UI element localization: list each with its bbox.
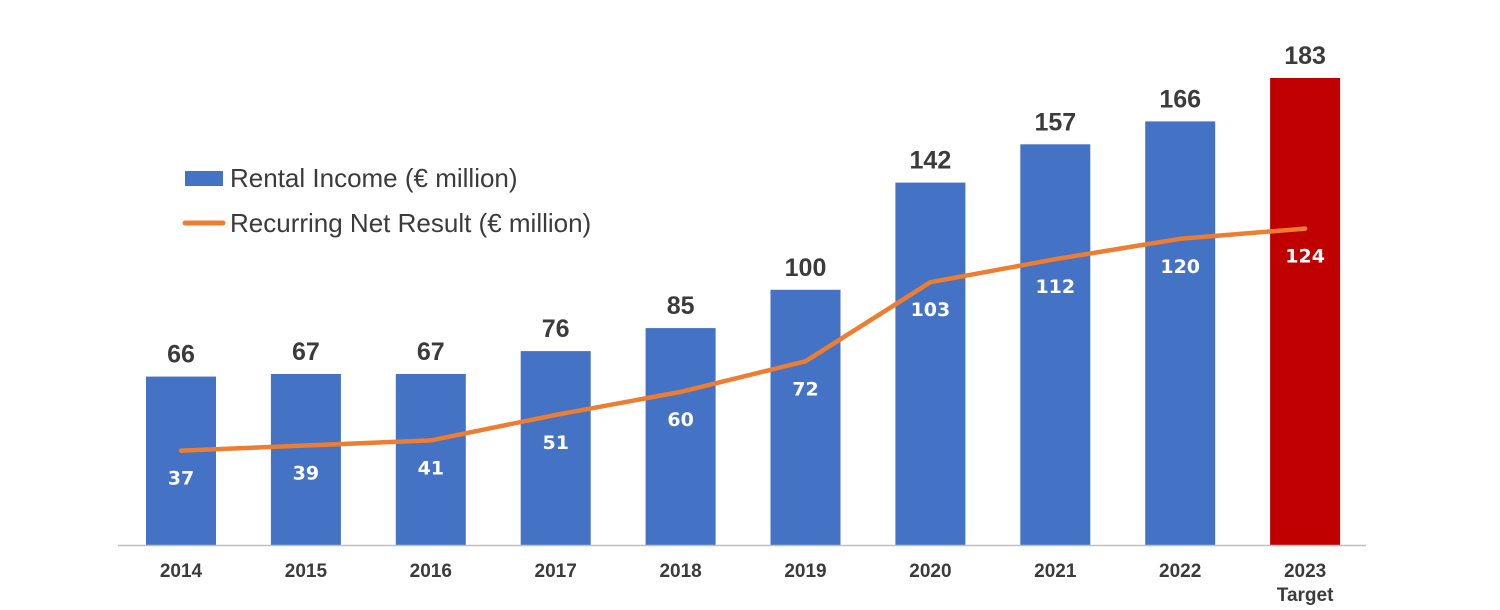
x-tick-label: Target bbox=[1277, 585, 1334, 606]
bar-value-label: 85 bbox=[667, 292, 695, 320]
bar-0 bbox=[146, 376, 216, 545]
axis-layer: 2014 2015 2016 2017 2018 2019 2020 2021 2022 2023… bbox=[118, 544, 1366, 606]
bar-6 bbox=[895, 182, 966, 545]
x-tick-label: 2014 bbox=[160, 561, 203, 582]
line-layer bbox=[178, 226, 1308, 453]
bar-8 bbox=[1145, 121, 1216, 546]
bar-3 bbox=[520, 351, 591, 545]
bar-value-label: 100 bbox=[785, 254, 827, 282]
line-value-label: 120 bbox=[1160, 256, 1200, 278]
line-point-7 bbox=[1053, 257, 1058, 262]
line-point-1 bbox=[303, 443, 309, 448]
line-series-recurring-net-result bbox=[178, 226, 1308, 453]
line-value-label: 103 bbox=[911, 299, 951, 321]
bars-layer bbox=[146, 78, 1341, 546]
legend-line-label: Recurring Net Result (€ million) bbox=[230, 208, 591, 238]
line-point-5 bbox=[803, 359, 808, 364]
labels-layer: 66 67 67 76 85 100 142 157 166 183 37 39 41 51 60 72 103… bbox=[167, 42, 1326, 490]
bar-5 bbox=[770, 289, 841, 545]
bar-value-label: 166 bbox=[1159, 85, 1201, 113]
line-point-9 bbox=[1302, 226, 1308, 231]
bar-value-label: 157 bbox=[1034, 108, 1076, 136]
x-tick-label: 2021 bbox=[1034, 561, 1077, 582]
x-tick-label: 2018 bbox=[659, 561, 701, 582]
bar-value-label: 67 bbox=[292, 338, 320, 366]
x-tick-label: 2017 bbox=[535, 561, 577, 582]
line-value-label: 41 bbox=[418, 457, 444, 479]
bar-value-label: 142 bbox=[910, 147, 952, 175]
line-point-0 bbox=[178, 448, 184, 453]
line-point-3 bbox=[553, 412, 558, 418]
bar-1 bbox=[270, 374, 341, 545]
line-point-6 bbox=[928, 280, 933, 285]
line-value-label: 51 bbox=[542, 432, 568, 454]
bar-4 bbox=[645, 328, 716, 545]
line-point-8 bbox=[1178, 236, 1183, 241]
legend: Rental Income (€ million) Recurring Net … bbox=[182, 163, 591, 238]
bar-value-label: 76 bbox=[542, 315, 570, 343]
line-value-label: 37 bbox=[168, 468, 194, 490]
bar-2 bbox=[395, 374, 466, 545]
x-tick-label: 2019 bbox=[784, 561, 826, 582]
bar-value-label: 183 bbox=[1284, 42, 1326, 70]
line-point-2 bbox=[428, 438, 433, 443]
legend-bar-label: Rental Income (€ million) bbox=[230, 163, 518, 193]
x-tick-label: 2015 bbox=[285, 561, 328, 582]
line-value-label: 60 bbox=[667, 409, 693, 431]
line-value-label: 72 bbox=[792, 378, 818, 400]
bar-value-label: 66 bbox=[167, 341, 195, 369]
x-tick-label: 2016 bbox=[410, 561, 452, 582]
bar-7 bbox=[1020, 144, 1091, 546]
line-value-label: 39 bbox=[293, 463, 319, 485]
bar-9 bbox=[1270, 78, 1341, 545]
line-value-label: 124 bbox=[1285, 246, 1325, 268]
x-tick-label: 2023 bbox=[1284, 561, 1326, 582]
legend-bar-swatch bbox=[185, 171, 223, 186]
x-tick-label: 2020 bbox=[909, 561, 951, 582]
bar-value-label: 67 bbox=[417, 338, 445, 366]
line-point-4 bbox=[678, 389, 683, 395]
line-value-label: 112 bbox=[1035, 276, 1075, 298]
x-tick-label: 2022 bbox=[1159, 561, 1201, 582]
